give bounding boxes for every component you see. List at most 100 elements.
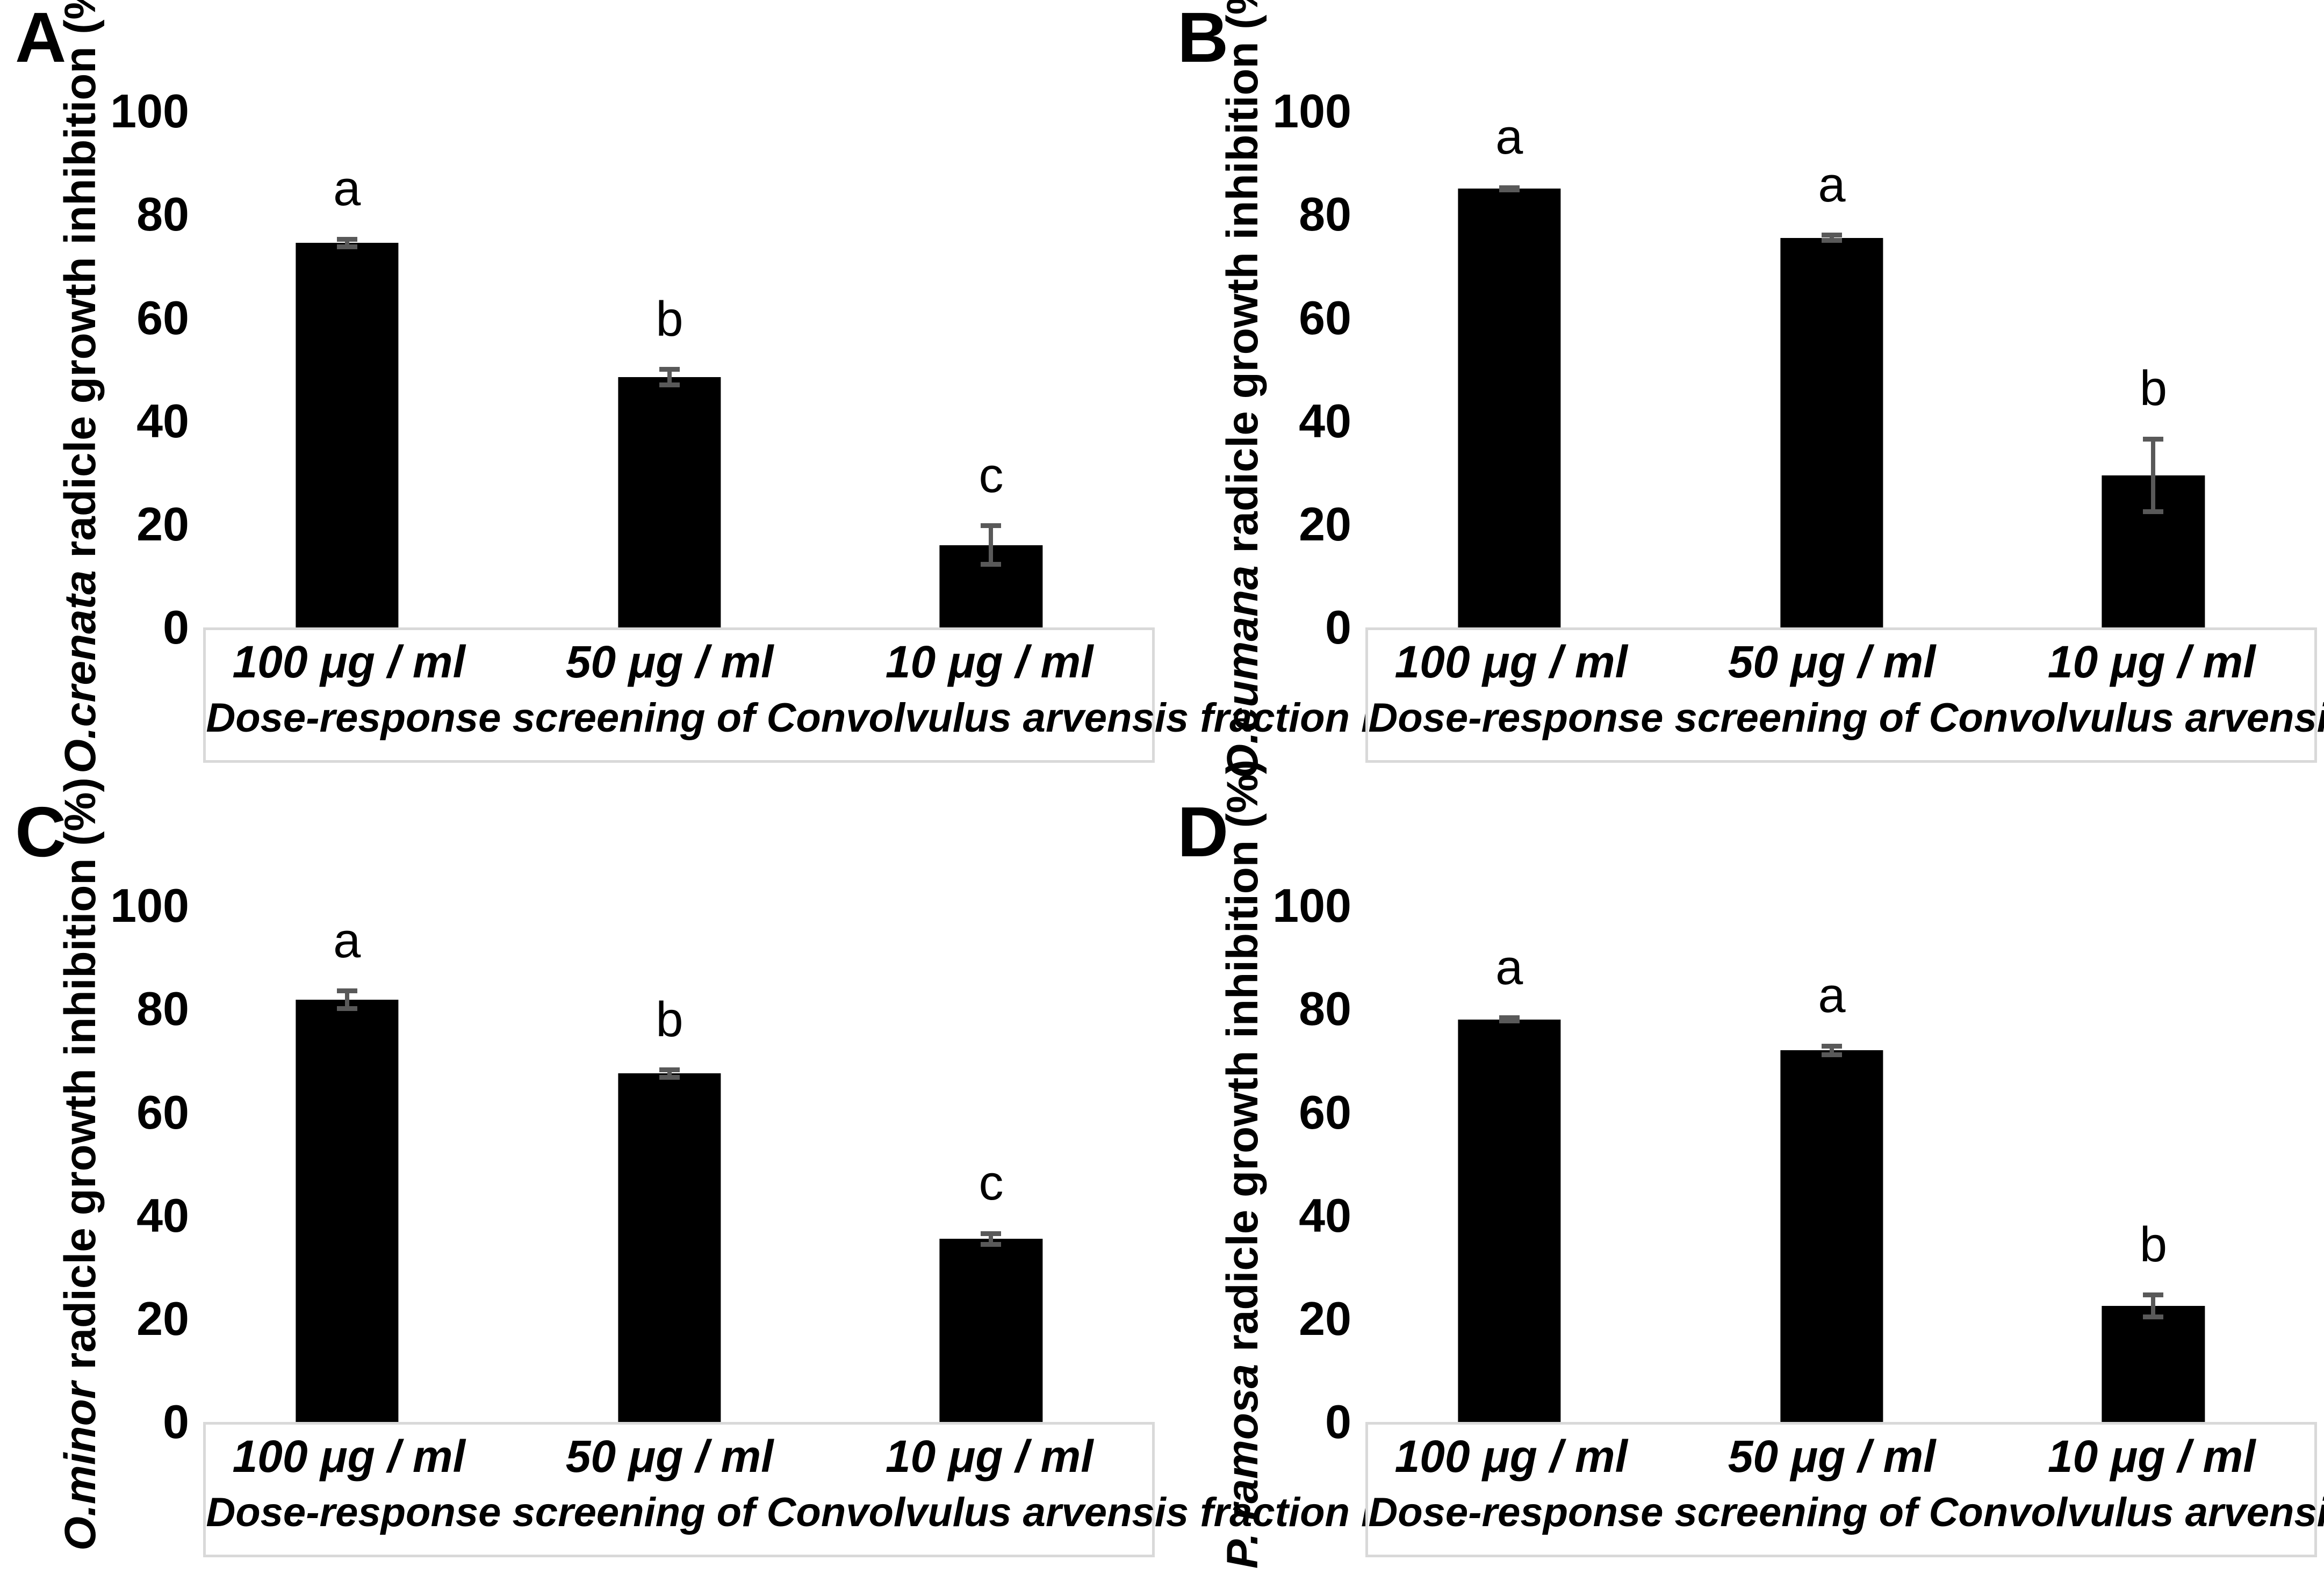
error-bar-cap-bottom — [1821, 238, 1842, 243]
error-bar — [336, 236, 357, 249]
error-bar-cap-top — [336, 988, 357, 993]
error-bar-cap-bottom — [2143, 509, 2164, 514]
x-axis-title: Dose-response screening of Convolvulus a… — [1368, 1489, 2324, 1535]
category-label: 100 μg / ml — [1394, 1431, 1628, 1482]
y-tick-label-20: 20 — [136, 1292, 189, 1346]
x-axis-box: 100 μg / ml 50 μg / ml 10 μg / ml Dose-res… — [203, 1422, 1443, 1557]
x-axis-box: 100 μg / ml 50 μg / ml 10 μg / ml Dose-res… — [203, 627, 1443, 763]
error-bar-cap-top — [1821, 232, 1842, 237]
error-bar — [2143, 436, 2164, 514]
plot-area: a b c — [203, 906, 1155, 1422]
error-bar-cap-top — [2143, 436, 2164, 442]
error-bar-vline — [2151, 1292, 2156, 1320]
y-tick-label-60: 60 — [1299, 1085, 1351, 1139]
error-bar-cap-top — [2143, 1292, 2164, 1298]
y-axis-tick-labels: 100 80 60 40 20 0 — [0, 88, 189, 651]
plot-area: a a b — [1365, 906, 2317, 1422]
error-bar — [659, 1067, 680, 1080]
y-axis-tick-labels: 100 80 60 40 20 0 — [0, 882, 189, 1446]
error-bar-cap-top — [981, 1231, 1002, 1236]
error-bar-cap-top — [659, 1067, 680, 1072]
y-tick-label-60: 60 — [136, 291, 189, 344]
significance-letter: b — [2139, 361, 2168, 416]
error-bar-cap-top — [981, 523, 1002, 529]
category-label: 50 μg / ml — [565, 637, 774, 688]
error-bar-vline — [2151, 436, 2156, 514]
x-axis-box: 100 μg / ml 50 μg / ml 10 μg / ml Dose-res… — [1365, 1422, 2324, 1557]
panel-c: C O.minor radicle growth inhibition (%) … — [0, 777, 1443, 1589]
y-tick-label-0: 0 — [1325, 601, 1351, 654]
error-bar-cap-bottom — [659, 1075, 680, 1080]
error-bar — [1821, 1043, 1842, 1057]
y-axis-tick-labels: 100 80 60 40 20 0 — [1162, 88, 1351, 651]
bar-10μgml — [939, 1239, 1043, 1422]
plot-area: a a b — [1365, 111, 2317, 628]
significance-letter: a — [1818, 157, 1846, 212]
y-axis-tick-labels: 100 80 60 40 20 0 — [1162, 882, 1351, 1446]
panel-letter: D — [1177, 792, 1229, 871]
error-bar-vline — [344, 988, 349, 1012]
bar-10μgml — [2102, 1306, 2205, 1422]
error-bar-cap-bottom — [981, 1241, 1002, 1247]
significance-letter: a — [1495, 940, 1523, 995]
error-bar — [659, 366, 680, 388]
error-bar — [1499, 1015, 1520, 1024]
significance-letter: b — [656, 291, 683, 346]
error-bar-cap-bottom — [336, 244, 357, 249]
y-tick-label-100: 100 — [1272, 879, 1351, 933]
panel-letter: B — [1177, 0, 1229, 77]
error-bar-vline — [1829, 232, 1834, 243]
category-label: 50 μg / ml — [1728, 637, 1936, 688]
bar-50μgml — [1780, 237, 1883, 628]
error-bar-cap-bottom — [981, 561, 1002, 567]
significance-letter: c — [978, 1155, 1004, 1211]
plot-area: a b c — [203, 111, 1155, 628]
error-bar-vline — [667, 366, 672, 388]
y-tick-label-40: 40 — [1299, 394, 1351, 447]
error-bar-cap-bottom — [2143, 1314, 2164, 1320]
category-label: 100 μg / ml — [232, 637, 465, 688]
error-bar — [1499, 185, 1520, 192]
error-bar-cap-top — [1499, 1015, 1520, 1020]
error-bar-cap-bottom — [1499, 1019, 1520, 1024]
significance-letter: a — [1818, 968, 1846, 1023]
y-tick-label-80: 80 — [136, 982, 189, 1036]
bar-50μgml — [618, 1073, 721, 1422]
error-bar-vline — [1829, 1043, 1834, 1057]
y-tick-label-80: 80 — [136, 187, 189, 241]
error-bar-cap-bottom — [659, 382, 680, 388]
error-bar-vline — [989, 523, 994, 567]
y-tick-label-40: 40 — [136, 1188, 189, 1242]
panel-d: D P. ramosa radicle growth inhibition (%… — [1162, 759, 2324, 1589]
x-axis-box: 100 μg / ml 50 μg / ml 10 μg / ml Dose-res… — [1365, 627, 2324, 763]
significance-letter: b — [656, 992, 683, 1047]
panel-letter: A — [15, 0, 67, 77]
category-label: 100 μg / ml — [232, 1431, 465, 1482]
error-bar-vline — [989, 1231, 994, 1247]
y-tick-label-100: 100 — [110, 879, 189, 933]
panel-b: B O.cumana radicle growth inhibition (%)… — [1162, 0, 2324, 794]
panel-letter: C — [15, 792, 67, 871]
y-tick-label-0: 0 — [163, 1395, 189, 1449]
category-label: 10 μg / ml — [885, 637, 1093, 688]
category-label: 100 μg / ml — [1394, 637, 1628, 688]
error-bar — [336, 988, 357, 1012]
y-tick-label-60: 60 — [1299, 291, 1351, 344]
y-tick-label-40: 40 — [136, 394, 189, 447]
category-label: 50 μg / ml — [1728, 1431, 1936, 1482]
error-bar-vline — [344, 236, 349, 249]
y-tick-label-60: 60 — [136, 1085, 189, 1139]
error-bar — [981, 523, 1002, 567]
bar-100μgml — [296, 243, 399, 628]
y-tick-label-40: 40 — [1299, 1188, 1351, 1242]
error-bar — [981, 1231, 1002, 1247]
significance-letter: b — [2139, 1217, 2168, 1272]
category-label: 10 μg / ml — [2047, 637, 2256, 688]
significance-letter: a — [333, 161, 361, 216]
category-label: 10 μg / ml — [885, 1431, 1093, 1482]
error-bar-vline — [667, 1067, 672, 1080]
significance-letter: c — [978, 447, 1004, 503]
y-tick-label-20: 20 — [1299, 1292, 1351, 1346]
category-label: 50 μg / ml — [565, 1431, 774, 1482]
